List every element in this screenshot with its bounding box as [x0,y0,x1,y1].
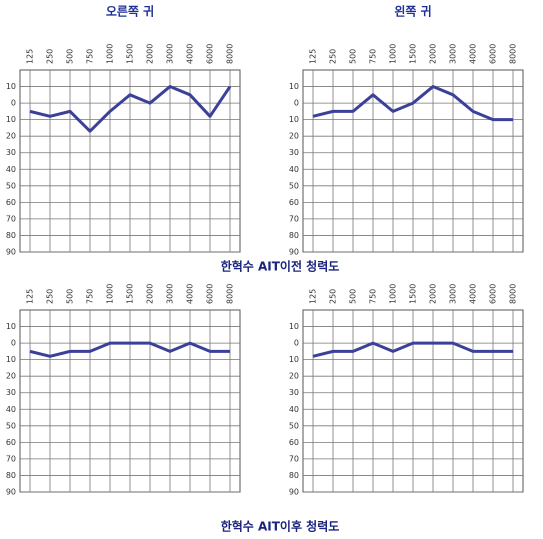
audiogram-line [29,341,230,358]
y-tick-label: 0 [11,339,16,348]
y-tick-label: 80 [289,231,299,240]
y-tick-label: 50 [6,181,16,190]
audiogram-line [29,85,232,133]
x-tick-label: 1000 [389,44,398,64]
y-tick-label: 50 [6,421,16,430]
x-tick-label: 2000 [146,44,155,64]
chart-title: 오른쪽 귀 [106,4,154,19]
y-tick-label: 10 [6,322,16,331]
y-tick-label: 40 [6,405,16,414]
y-tick-label: 10 [289,82,299,91]
y-tick-label: 20 [6,372,16,381]
y-tick-label: 60 [6,438,16,447]
x-tick-label: 8000 [226,44,235,64]
y-tick-label: 80 [6,231,16,240]
y-tick-label: 90 [289,248,299,257]
y-tick-label: 40 [6,165,16,174]
x-tick-label: 500 [66,289,75,304]
x-tick-label: 250 [46,49,55,64]
x-tick-label: 125 [309,289,318,304]
x-tick-label: 1000 [389,284,398,304]
x-tick-label: 8000 [509,284,518,304]
y-tick-label: 10 [6,82,16,91]
y-tick-label: 30 [6,388,16,397]
x-tick-label: 3000 [449,284,458,304]
x-tick-label: 8000 [226,284,235,304]
y-tick-label: 0 [11,99,16,108]
x-tick-label: 1500 [409,284,418,304]
audiogram-line [312,85,513,122]
x-tick-label: 125 [26,49,35,64]
y-tick-label: 10 [6,115,16,124]
x-tick-label: 500 [349,289,358,304]
y-tick-label: 10 [289,115,299,124]
x-tick-label: 2000 [146,284,155,304]
y-tick-label: 40 [289,405,299,414]
x-tick-label: 1000 [106,284,115,304]
y-tick-label: 20 [289,372,299,381]
y-tick-label: 50 [289,181,299,190]
y-tick-label: 70 [289,454,299,463]
x-tick-label: 125 [309,49,318,64]
x-tick-label: 1000 [106,44,115,64]
x-tick-label: 3000 [166,284,175,304]
x-tick-label: 6000 [489,44,498,64]
caption: 한혁수 AIT이전 청력도 [221,259,340,274]
chart-title: 왼쪽 귀 [394,4,431,19]
x-tick-label: 750 [86,289,95,304]
y-tick-label: 80 [289,471,299,480]
x-tick-label: 250 [329,289,338,304]
y-tick-label: 30 [289,148,299,157]
x-tick-label: 250 [329,49,338,64]
y-tick-label: 90 [6,488,16,497]
x-tick-label: 500 [349,49,358,64]
x-tick-label: 3000 [449,44,458,64]
y-tick-label: 10 [289,322,299,331]
y-tick-label: 10 [289,355,299,364]
y-tick-label: 70 [6,454,16,463]
x-tick-label: 750 [369,289,378,304]
y-tick-label: 0 [294,339,299,348]
y-tick-label: 60 [289,198,299,207]
x-tick-label: 6000 [206,44,215,64]
y-tick-label: 80 [6,471,16,480]
x-tick-label: 8000 [509,44,518,64]
x-tick-label: 1500 [126,284,135,304]
y-tick-label: 40 [289,165,299,174]
y-tick-label: 60 [289,438,299,447]
y-tick-label: 20 [6,132,16,141]
y-tick-label: 20 [289,132,299,141]
audiogram-line [312,341,513,358]
x-tick-label: 6000 [206,284,215,304]
y-tick-label: 0 [294,99,299,108]
y-tick-label: 70 [289,214,299,223]
x-tick-label: 250 [46,289,55,304]
y-tick-label: 70 [6,214,16,223]
x-tick-label: 750 [86,49,95,64]
x-tick-label: 4000 [186,44,195,64]
x-tick-label: 6000 [489,284,498,304]
caption: 한혁수 AIT이후 청력도 [221,519,340,534]
x-tick-label: 4000 [469,284,478,304]
y-tick-label: 30 [6,148,16,157]
y-tick-label: 50 [289,421,299,430]
x-tick-label: 4000 [186,284,195,304]
y-tick-label: 30 [289,388,299,397]
y-tick-label: 10 [6,355,16,364]
x-tick-label: 2000 [429,284,438,304]
x-tick-label: 4000 [469,44,478,64]
x-tick-label: 125 [26,289,35,304]
x-tick-label: 500 [66,49,75,64]
x-tick-label: 2000 [429,44,438,64]
y-tick-label: 90 [6,248,16,257]
x-tick-label: 750 [369,49,378,64]
x-tick-label: 3000 [166,44,175,64]
x-tick-label: 1500 [409,44,418,64]
y-tick-label: 60 [6,198,16,207]
x-tick-label: 1500 [126,44,135,64]
y-tick-label: 90 [289,488,299,497]
